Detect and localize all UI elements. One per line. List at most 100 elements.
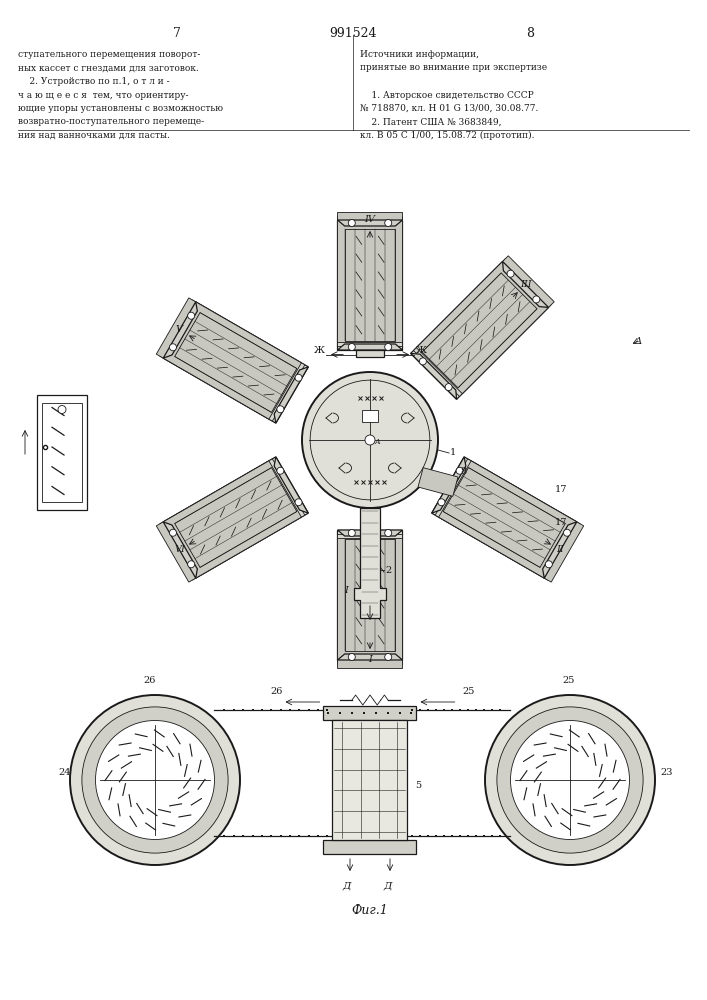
Bar [42, 402, 82, 502]
Text: 8: 8 [526, 27, 534, 40]
Circle shape [95, 720, 214, 840]
Text: I: I [344, 586, 348, 595]
Text: III: III [520, 280, 532, 289]
Text: Д: Д [342, 881, 351, 890]
Text: 26: 26 [271, 687, 283, 696]
Polygon shape [337, 534, 402, 664]
Text: ния над ванночками для пасты.: ния над ванночками для пасты. [18, 131, 170, 140]
Circle shape [70, 695, 240, 865]
Text: Ж: Ж [314, 346, 325, 355]
Circle shape [365, 435, 375, 445]
Text: 26: 26 [143, 676, 156, 685]
Polygon shape [156, 461, 301, 582]
Polygon shape [411, 261, 549, 399]
Text: 991524: 991524 [329, 27, 377, 40]
Circle shape [277, 406, 284, 413]
Circle shape [295, 374, 302, 381]
Text: 5: 5 [416, 781, 421, 790]
Polygon shape [337, 216, 402, 346]
Polygon shape [163, 457, 308, 578]
Circle shape [563, 529, 571, 536]
Text: 2. Устройство по п.1, о т л и -: 2. Устройство по п.1, о т л и - [18, 77, 170, 86]
Polygon shape [432, 457, 577, 578]
Polygon shape [337, 530, 402, 536]
Circle shape [187, 312, 194, 319]
Circle shape [349, 530, 356, 536]
Text: 24: 24 [58, 768, 71, 777]
Polygon shape [435, 459, 580, 580]
Polygon shape [337, 538, 402, 668]
Circle shape [385, 344, 392, 351]
Circle shape [445, 384, 452, 391]
Circle shape [170, 344, 177, 351]
Text: IV: IV [365, 216, 375, 225]
Circle shape [497, 707, 643, 853]
Text: 1: 1 [450, 448, 456, 457]
Circle shape [187, 561, 194, 568]
Text: I: I [368, 656, 372, 664]
Text: Источники информации,: Источники информации, [360, 50, 479, 59]
Circle shape [385, 220, 392, 227]
Circle shape [533, 296, 540, 303]
Text: 2. Патент США № 3683849,: 2. Патент США № 3683849, [360, 117, 501, 126]
Text: Фиг.1: Фиг.1 [351, 904, 388, 917]
Text: 8: 8 [460, 467, 466, 476]
Polygon shape [438, 461, 584, 582]
Circle shape [58, 406, 66, 414]
Bar [324, 706, 416, 720]
Polygon shape [163, 302, 197, 358]
Text: возвратно-поступательного перемеще-: возвратно-поступательного перемеще- [18, 117, 204, 126]
Circle shape [295, 499, 302, 506]
Text: А: А [374, 438, 380, 446]
Circle shape [277, 467, 284, 474]
Polygon shape [160, 300, 305, 421]
Bar [356, 350, 384, 357]
Text: 17: 17 [555, 518, 568, 527]
Circle shape [385, 654, 392, 660]
Polygon shape [337, 344, 402, 350]
Polygon shape [160, 459, 305, 580]
Text: Д: Д [383, 881, 392, 890]
Polygon shape [163, 302, 308, 423]
Text: кл. В 05 С 1/00, 15.08.72 (прототип).: кл. В 05 С 1/00, 15.08.72 (прототип). [360, 131, 534, 140]
Polygon shape [337, 530, 402, 660]
Text: 23: 23 [660, 768, 672, 777]
Circle shape [385, 530, 392, 536]
Circle shape [545, 561, 552, 568]
Polygon shape [274, 457, 308, 513]
Text: А: А [635, 337, 643, 346]
Circle shape [170, 529, 177, 536]
Bar [324, 840, 416, 854]
Circle shape [456, 467, 463, 474]
Circle shape [438, 499, 445, 506]
Polygon shape [414, 259, 551, 397]
Polygon shape [156, 298, 301, 419]
Circle shape [349, 344, 356, 351]
Text: 25: 25 [462, 687, 475, 696]
Polygon shape [503, 261, 549, 307]
Bar [332, 720, 407, 840]
Polygon shape [411, 353, 457, 399]
Text: Ж: Ж [416, 346, 427, 355]
Circle shape [507, 270, 514, 277]
Circle shape [349, 220, 356, 227]
Text: V: V [176, 326, 183, 334]
Text: II: II [556, 546, 564, 554]
Polygon shape [337, 220, 402, 350]
Text: 17: 17 [555, 485, 568, 494]
Text: ных кассет с гнездами для заготовок.: ных кассет с гнездами для заготовок. [18, 64, 199, 73]
Text: ступательного перемещения поворот-: ступательного перемещения поворот- [18, 50, 200, 59]
Polygon shape [163, 522, 197, 578]
Text: ющие упоры установлены с возможностью: ющие упоры установлены с возможностью [18, 104, 223, 113]
Polygon shape [418, 468, 458, 496]
Circle shape [510, 720, 629, 840]
Circle shape [349, 654, 356, 660]
Circle shape [82, 707, 228, 853]
Polygon shape [362, 410, 378, 422]
Polygon shape [543, 522, 577, 578]
Polygon shape [432, 457, 466, 513]
Text: 2: 2 [385, 566, 391, 575]
Circle shape [419, 358, 426, 365]
Polygon shape [337, 212, 402, 342]
Bar [37, 394, 87, 510]
